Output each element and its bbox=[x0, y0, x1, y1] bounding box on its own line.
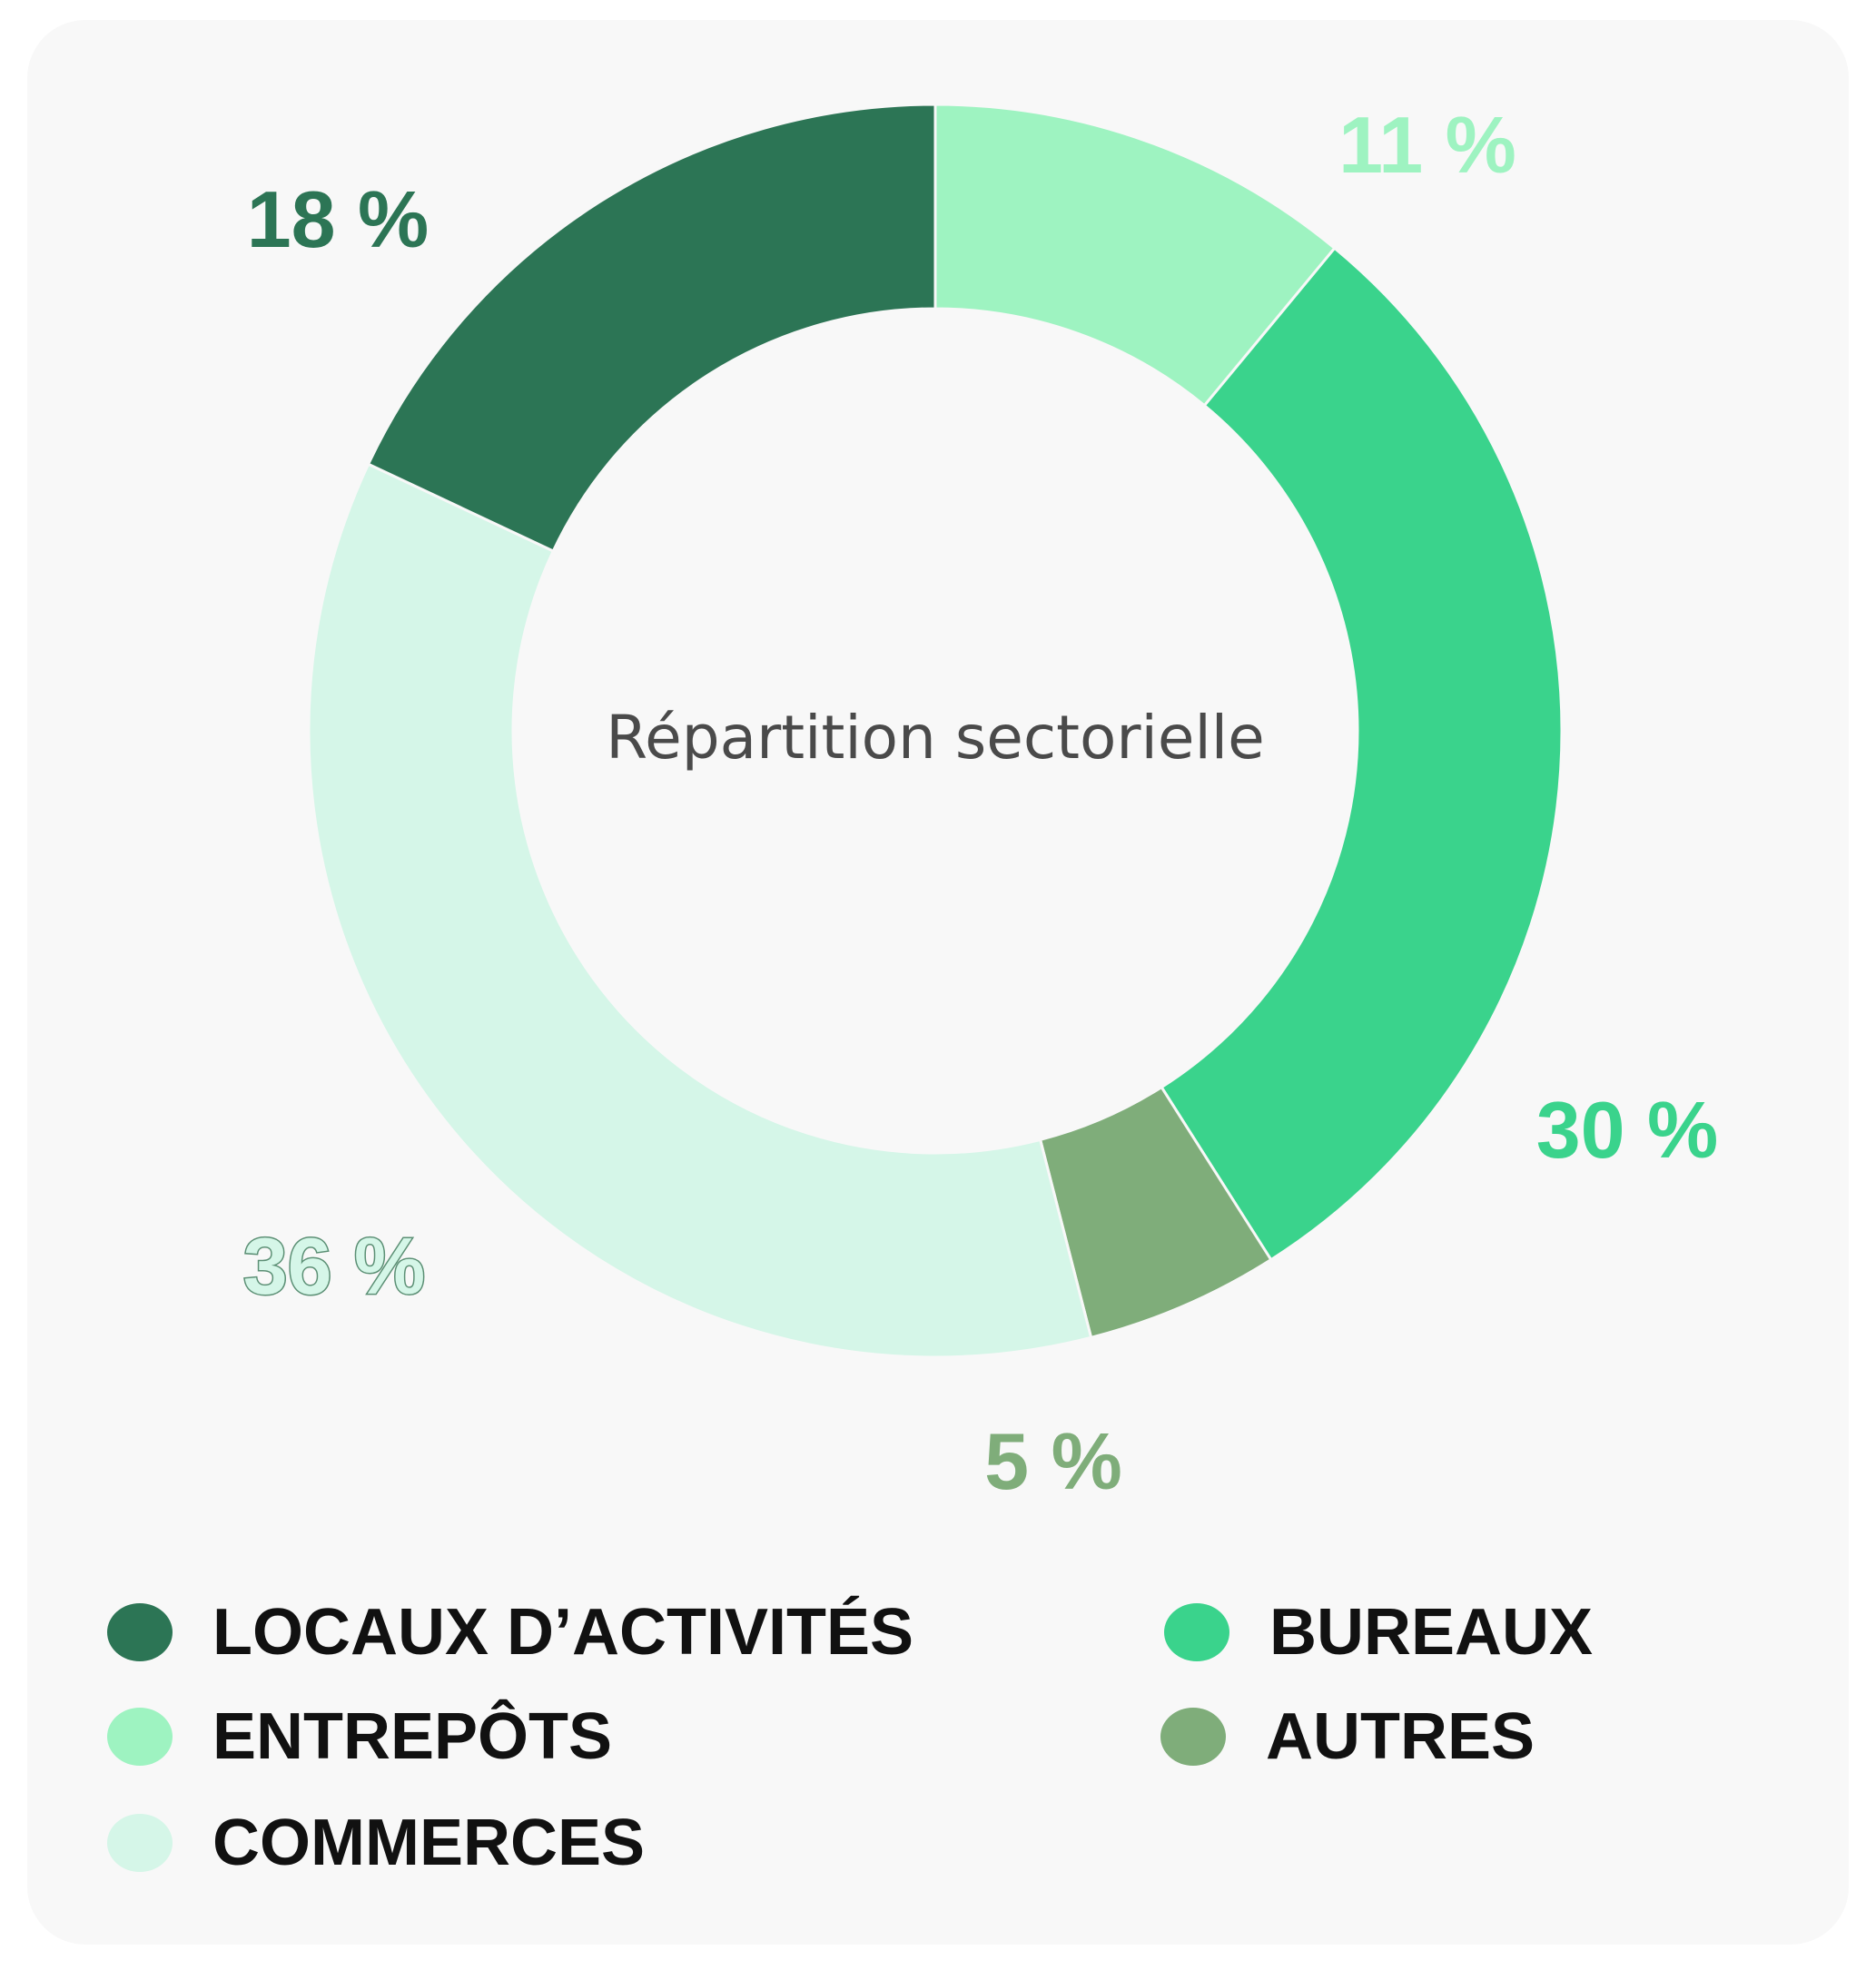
legend-swatch bbox=[107, 1708, 173, 1766]
legend-swatch bbox=[1160, 1708, 1226, 1766]
slice-label-entrepots: 11 % bbox=[1338, 100, 1516, 190]
slice-label-commerces: 36 % bbox=[243, 1221, 426, 1311]
slice-label-bureaux: 30 % bbox=[1536, 1085, 1719, 1175]
legend-swatch bbox=[107, 1603, 173, 1661]
legend-label: AUTRES bbox=[1266, 1700, 1535, 1773]
legend-label: COMMERCES bbox=[212, 1807, 646, 1879]
donut-slice-locaux-activites bbox=[366, 103, 937, 554]
donut-slice-bureaux bbox=[1160, 246, 1564, 1262]
legend-item-locaux-activites: LOCAUX D’ACTIVITÉS bbox=[107, 1587, 913, 1678]
slice-label-autres: 5 % bbox=[984, 1416, 1122, 1506]
slice-label-locaux-activites: 18 % bbox=[247, 174, 430, 264]
legend-item-autres: AUTRES bbox=[1160, 1691, 1535, 1782]
legend-label: ENTREPÔTS bbox=[212, 1700, 613, 1773]
legend-item-entrepots: ENTREPÔTS bbox=[107, 1691, 612, 1782]
chart-card bbox=[27, 20, 1849, 1945]
legend-swatch bbox=[1164, 1603, 1229, 1661]
legend-item-bureaux: BUREAUX bbox=[1164, 1587, 1593, 1678]
legend-label: LOCAUX D’ACTIVITÉS bbox=[212, 1596, 914, 1669]
donut-slice-commerces bbox=[307, 462, 1093, 1359]
chart-title: Répartition sectorielle bbox=[606, 703, 1264, 773]
legend-item-commerces: COMMERCES bbox=[107, 1798, 645, 1888]
legend-label: BUREAUX bbox=[1269, 1596, 1594, 1669]
legend-swatch bbox=[107, 1814, 173, 1872]
